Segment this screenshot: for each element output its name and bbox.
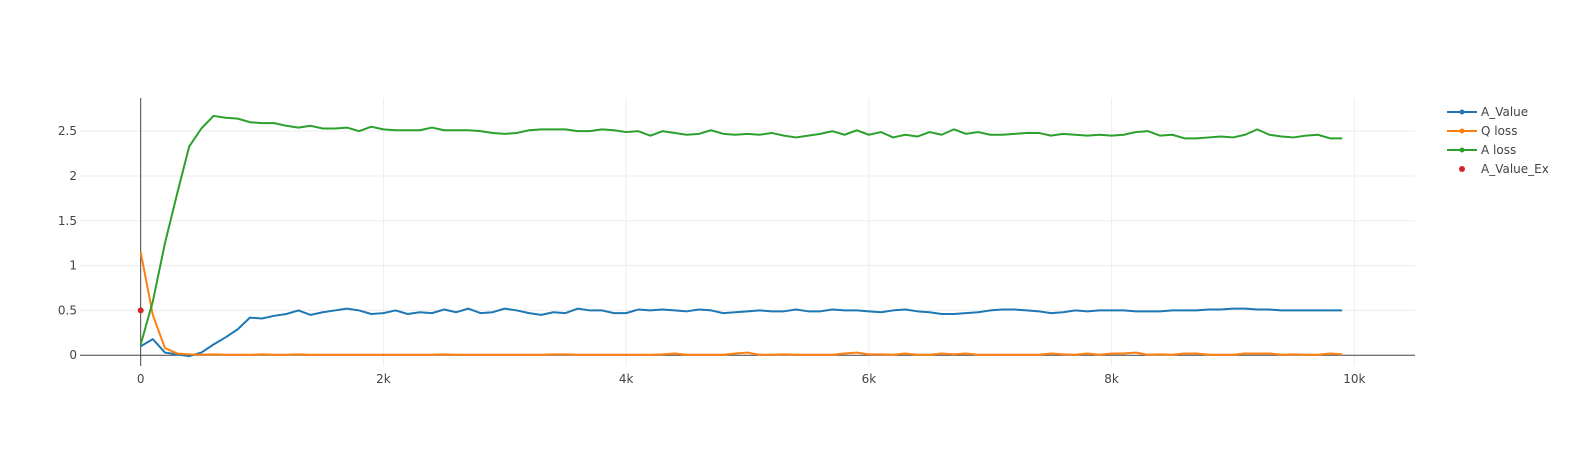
a-value-ex-point: [137, 307, 144, 314]
legend-marker: [1459, 109, 1465, 115]
x-tick-label: 0: [137, 372, 145, 386]
y-tick-label: 2.5: [58, 124, 77, 138]
x-tick-label: 2k: [376, 372, 391, 386]
legend-item-q-loss[interactable]: Q loss: [1447, 124, 1517, 138]
x-tick-label: 4k: [619, 372, 634, 386]
legend-marker: [1459, 147, 1465, 153]
legend-item-a-loss[interactable]: A loss: [1447, 143, 1516, 157]
legend-swatch: [1459, 166, 1465, 172]
legend-label: A loss: [1481, 143, 1516, 157]
x-tick-label: 6k: [862, 372, 877, 386]
tick-labels: 0 2k 4k 6k 8k 10k 0 0.5 1 1.5 2 2.5: [58, 124, 1366, 386]
legend-label: A_Value_Ex: [1481, 162, 1549, 176]
legend-marker: [1459, 128, 1465, 134]
legend: A_Value Q loss A loss A_Value_Ex: [1447, 105, 1549, 176]
legend-label: A_Value: [1481, 105, 1528, 119]
y-tick-label: 2: [69, 169, 77, 183]
series-traces: [137, 114, 1343, 358]
a-value-line: [140, 307, 1343, 358]
x-tick-label: 8k: [1104, 372, 1119, 386]
y-tick-label: 1.5: [58, 214, 77, 228]
a-loss-line: [139, 114, 1343, 345]
legend-item-a-value[interactable]: A_Value: [1447, 105, 1528, 119]
legend-label: Q loss: [1481, 124, 1517, 138]
y-tick-label: 0: [69, 348, 77, 362]
y-tick-label: 0.5: [58, 303, 77, 317]
q-loss-line: [139, 251, 1343, 356]
y-tick-label: 1: [69, 259, 77, 273]
x-tick-label: 10k: [1343, 372, 1365, 386]
legend-item-a-value-ex[interactable]: A_Value_Ex: [1459, 162, 1549, 176]
